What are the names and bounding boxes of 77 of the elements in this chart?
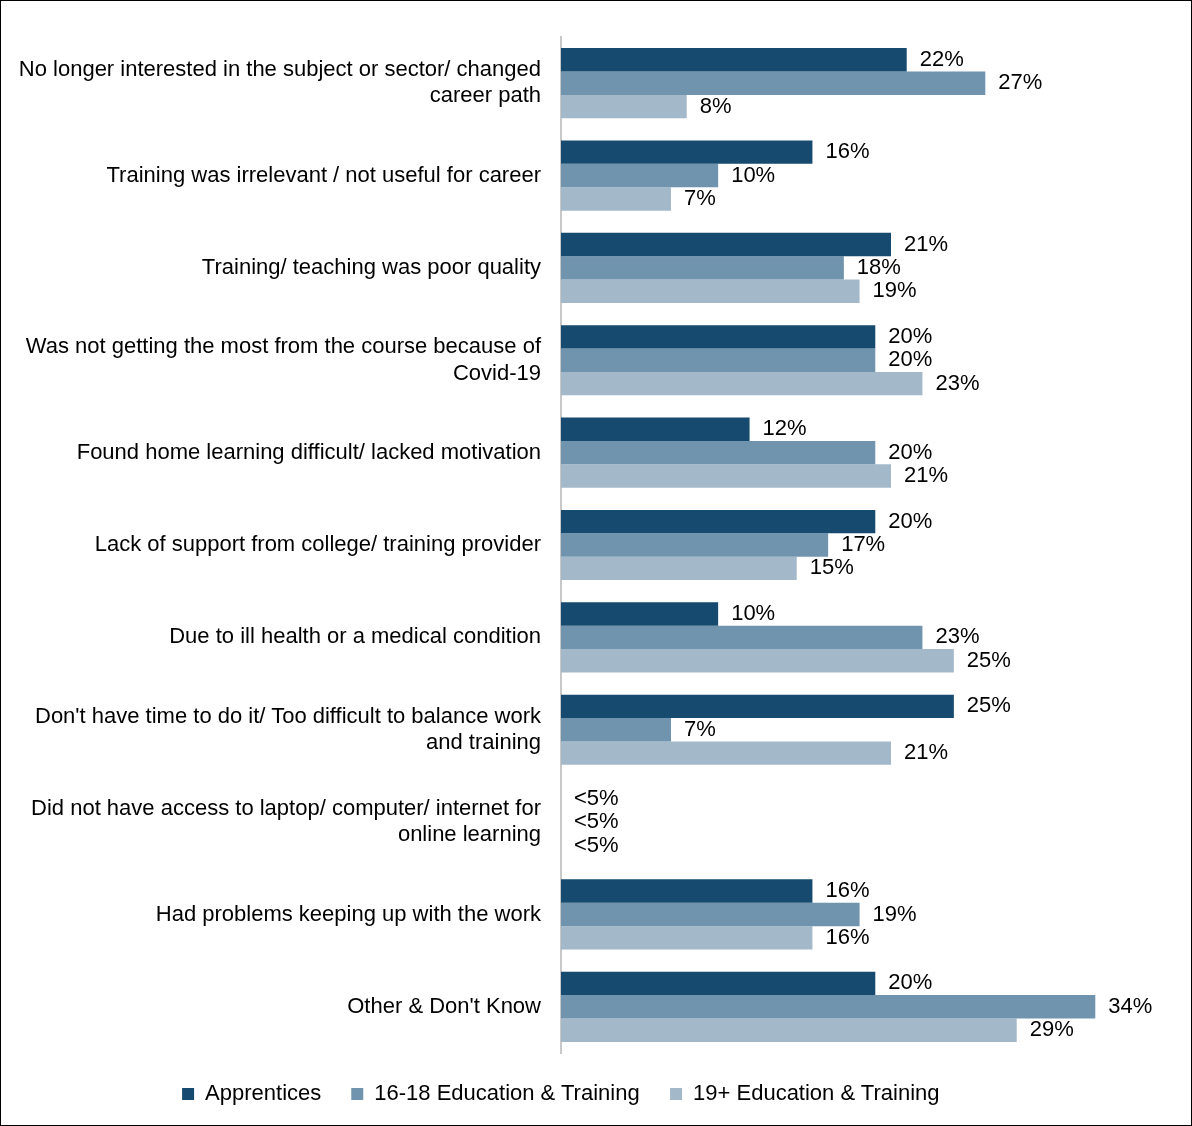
bar [561, 533, 829, 557]
data-label: 20% [888, 969, 933, 995]
bar [561, 48, 907, 72]
data-label: 25% [966, 692, 1011, 718]
bar [561, 163, 719, 188]
data-label: 21% [904, 230, 949, 256]
legend-label: 19+ Education & Training [693, 1080, 940, 1106]
bar [561, 256, 844, 280]
bar [561, 995, 1096, 1019]
y-tick-label: Was not getting the most from the course because of Covid-19 [25, 333, 542, 385]
y-tick-label: Training was irrelevant / not useful for career [106, 161, 541, 187]
text: <5% [574, 831, 619, 857]
data-label: 18% [856, 253, 901, 279]
bar [561, 187, 671, 211]
data-label: 8% [699, 92, 732, 118]
bar [561, 602, 719, 626]
data-label: 22% [919, 45, 964, 71]
bar [561, 71, 986, 95]
data-label: 21% [904, 739, 949, 765]
bar [561, 348, 876, 372]
y-tick-label: Training/ teaching was poor quality [201, 253, 541, 279]
y-tick-label: Other & Don't Know [347, 992, 542, 1018]
bar [561, 232, 891, 257]
data-label: 29% [1029, 1016, 1074, 1042]
y-tick-label: No longer interested in the subject or sector/ changed career path [18, 56, 541, 108]
data-label: 21% [904, 462, 949, 488]
bar [561, 464, 891, 488]
legend-label: 16-18 Education & Training [374, 1080, 640, 1106]
bar [561, 279, 860, 304]
bar [561, 694, 954, 719]
y-tick-label: Due to ill health or a medical condition [169, 623, 541, 649]
data-label: 23% [935, 369, 980, 395]
y-tick-label: Don't have time to do it/ Too difficult to balance work and training [35, 702, 542, 754]
bar [561, 649, 954, 673]
data-label: 23% [935, 623, 980, 649]
data-label: 16% [825, 877, 870, 903]
data-label: 16% [825, 138, 870, 164]
data-label: 12% [762, 415, 807, 441]
data-label: 7% [684, 715, 716, 741]
bar [561, 417, 750, 441]
bar [561, 140, 813, 164]
bar [561, 879, 813, 903]
data-label: 20% [888, 346, 933, 372]
bar [561, 741, 891, 765]
data-label: 20% [888, 507, 933, 533]
y-tick-label: Did not have access to laptop/ computer/ internet for online learning [31, 794, 541, 847]
bar [561, 971, 876, 996]
data-label: 34% [1108, 992, 1153, 1018]
bar [561, 371, 923, 396]
bar [561, 556, 797, 581]
bar [561, 1018, 1017, 1042]
bar [561, 325, 876, 349]
data-label: 17% [841, 531, 886, 557]
data-label: 25% [966, 646, 1011, 672]
data-label: 7% [684, 185, 716, 211]
data-label: 16% [825, 923, 870, 949]
bar [561, 926, 813, 950]
bar [561, 94, 687, 119]
data-label: 15% [809, 554, 854, 580]
bar [561, 718, 671, 742]
bar [561, 440, 876, 465]
bar [561, 625, 923, 650]
data-label: 10% [731, 161, 776, 187]
bar [561, 509, 876, 534]
data-label: 20% [888, 438, 933, 464]
data-label: 20% [888, 322, 933, 348]
bar [561, 902, 860, 927]
data-label: 27% [998, 69, 1043, 95]
data-label: 19% [872, 900, 917, 926]
text: <5% [574, 784, 619, 810]
y-tick-label: Had problems keeping up with the work [155, 900, 542, 926]
data-label: 10% [731, 600, 776, 626]
y-tick-label: Lack of support from college/ training provider [94, 531, 541, 557]
data-label: 19% [872, 277, 917, 303]
y-tick-label: Found home learning difficult/ lacked motivation [76, 438, 541, 464]
text: <5% [574, 808, 619, 834]
legend-label: Apprentices [205, 1080, 322, 1106]
